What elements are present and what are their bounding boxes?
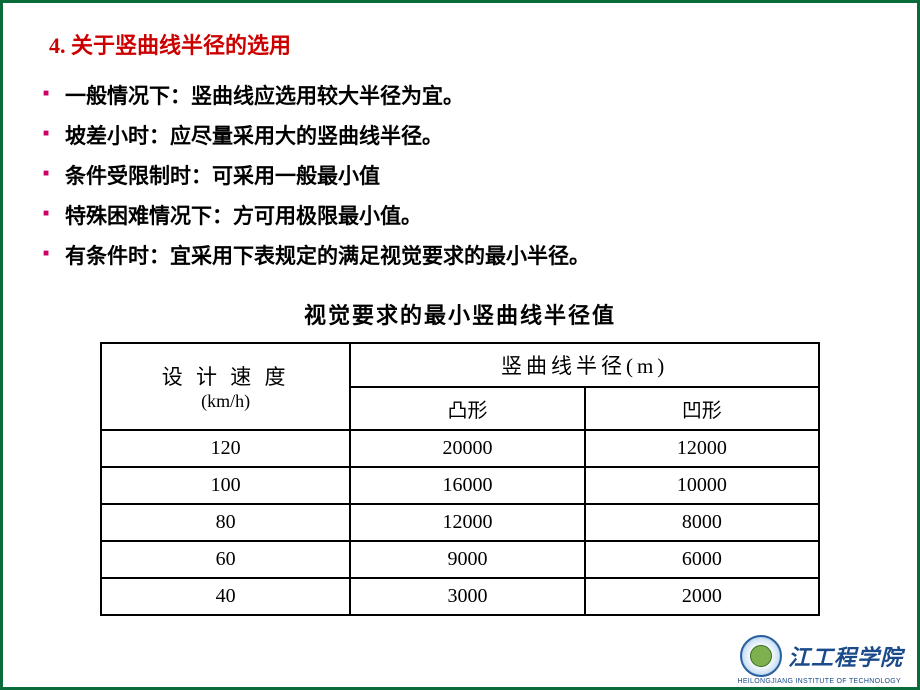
list-item: ■ 条件受限制时：可采用一般最小值 <box>43 160 877 190</box>
col-header-speed: 设 计 速 度 (km/h) <box>101 343 350 430</box>
logo-text-block: 江工程学院 <box>788 640 903 672</box>
table-row: 60 9000 6000 <box>101 541 819 578</box>
cell-concave: 12000 <box>585 430 819 467</box>
table-wrapper: 设 计 速 度 (km/h) 竖曲线半径(m) 凸形 凹形 120 20000 … <box>43 342 877 616</box>
bullet-text: 条件受限制时：可采用一般最小值 <box>65 160 380 190</box>
speed-header-unit: (km/h) <box>106 391 345 412</box>
list-item: ■ 坡差小时：应尽量采用大的竖曲线半径。 <box>43 120 877 150</box>
logo-emblem-inner <box>750 645 772 667</box>
table-title: 视觉要求的最小竖曲线半径值 <box>43 298 877 330</box>
cell-speed: 60 <box>101 541 350 578</box>
speed-header-text: 设 计 速 度 <box>106 361 345 391</box>
bullet-text: 特殊困难情况下：方可用极限最小值。 <box>65 200 422 230</box>
sub-header-concave: 凹形 <box>585 387 819 430</box>
logo-emblem-icon <box>740 635 782 677</box>
cell-speed: 40 <box>101 578 350 615</box>
bullet-marker-icon: ■ <box>43 88 49 99</box>
logo-area: 江工程学院 <box>740 635 903 677</box>
table-row: 40 3000 2000 <box>101 578 819 615</box>
bullet-marker-icon: ■ <box>43 248 49 259</box>
cell-speed: 120 <box>101 430 350 467</box>
cell-convex: 20000 <box>350 430 584 467</box>
logo-text: 江工程学院 <box>788 640 903 672</box>
table-section: 视觉要求的最小竖曲线半径值 设 计 速 度 (km/h) 竖曲线半径(m) 凸形… <box>43 298 877 616</box>
cell-concave: 6000 <box>585 541 819 578</box>
list-item: ■ 特殊困难情况下：方可用极限最小值。 <box>43 200 877 230</box>
bullet-text: 有条件时：宜采用下表规定的满足视觉要求的最小半径。 <box>65 240 590 270</box>
cell-convex: 12000 <box>350 504 584 541</box>
data-table: 设 计 速 度 (km/h) 竖曲线半径(m) 凸形 凹形 120 20000 … <box>100 342 820 616</box>
slide-content: 4. 关于竖曲线半径的选用 ■ 一般情况下：竖曲线应选用较大半径为宜。 ■ 坡差… <box>3 3 917 616</box>
section-heading: 4. 关于竖曲线半径的选用 <box>49 28 877 60</box>
col-header-radius: 竖曲线半径(m) <box>350 343 819 387</box>
bullet-text: 一般情况下：竖曲线应选用较大半径为宜。 <box>65 80 464 110</box>
bullet-marker-icon: ■ <box>43 128 49 139</box>
cell-convex: 3000 <box>350 578 584 615</box>
list-item: ■ 有条件时：宜采用下表规定的满足视觉要求的最小半径。 <box>43 240 877 270</box>
cell-concave: 2000 <box>585 578 819 615</box>
table-row: 120 20000 12000 <box>101 430 819 467</box>
cell-convex: 16000 <box>350 467 584 504</box>
cell-concave: 10000 <box>585 467 819 504</box>
table-header-row: 设 计 速 度 (km/h) 竖曲线半径(m) <box>101 343 819 387</box>
cell-concave: 8000 <box>585 504 819 541</box>
logo-english-text: HEILONGJIANG INSTITUTE OF TECHNOLOGY <box>737 678 901 685</box>
table-row: 80 12000 8000 <box>101 504 819 541</box>
bullet-marker-icon: ■ <box>43 208 49 219</box>
list-item: ■ 一般情况下：竖曲线应选用较大半径为宜。 <box>43 80 877 110</box>
sub-header-convex: 凸形 <box>350 387 584 430</box>
bullet-list: ■ 一般情况下：竖曲线应选用较大半径为宜。 ■ 坡差小时：应尽量采用大的竖曲线半… <box>43 80 877 270</box>
cell-convex: 9000 <box>350 541 584 578</box>
bullet-marker-icon: ■ <box>43 168 49 179</box>
section-number: 4. <box>49 33 66 58</box>
section-title-text: 关于竖曲线半径的选用 <box>71 33 291 58</box>
cell-speed: 100 <box>101 467 350 504</box>
table-row: 100 16000 10000 <box>101 467 819 504</box>
bullet-text: 坡差小时：应尽量采用大的竖曲线半径。 <box>65 120 443 150</box>
cell-speed: 80 <box>101 504 350 541</box>
